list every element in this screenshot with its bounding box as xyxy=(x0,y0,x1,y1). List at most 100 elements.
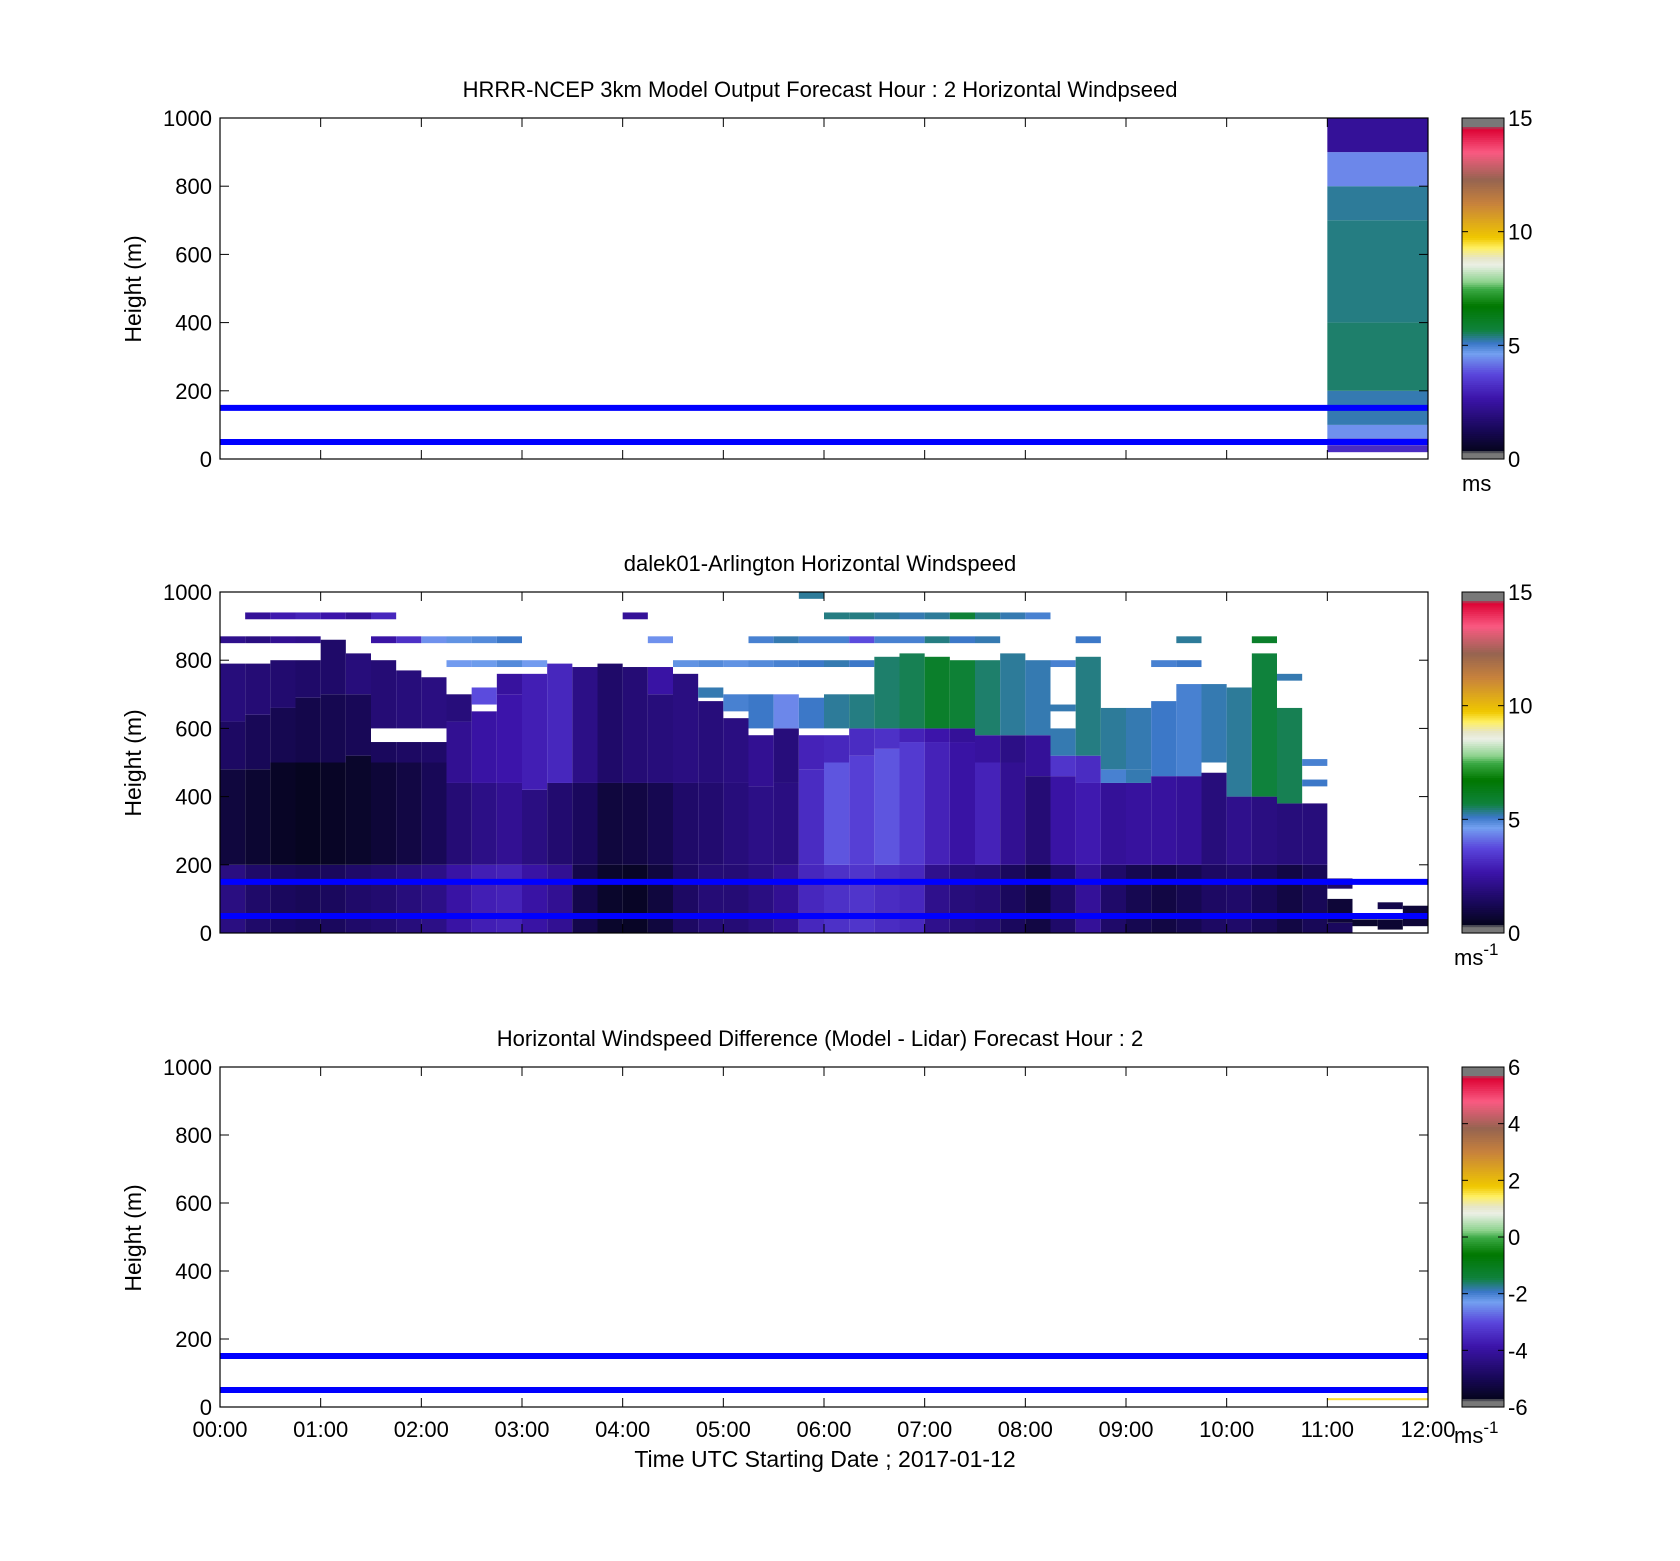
colorbar-segment xyxy=(1462,1211,1504,1215)
heatmap-cell xyxy=(496,636,522,644)
colorbar-segment xyxy=(1462,243,1504,247)
colorbar-segment xyxy=(1462,384,1504,388)
colorbar-segment xyxy=(1462,847,1504,851)
colorbar-segment xyxy=(1462,913,1504,917)
heatmap-cell xyxy=(647,864,673,933)
heatmap-cell xyxy=(622,667,648,783)
colorbar-segment xyxy=(1462,1179,1504,1183)
heatmap-cell xyxy=(1151,660,1177,668)
colorbar-segment xyxy=(1462,269,1504,273)
colorbar-segment xyxy=(1462,890,1504,894)
y-tick-label: 1000 xyxy=(163,1055,212,1080)
colorbar-segment xyxy=(1462,685,1504,689)
heatmap-cell xyxy=(1302,759,1328,766)
colorbar-segment xyxy=(1462,1266,1504,1270)
colorbar-segment xyxy=(1462,800,1504,804)
colorbar-segment xyxy=(1462,1135,1504,1138)
heatmap-cell xyxy=(345,755,371,865)
heatmap-cell xyxy=(245,864,271,933)
colorbar-segment xyxy=(1462,1249,1504,1253)
colorbar-segment xyxy=(1462,615,1504,619)
colorbar-segment xyxy=(1462,1262,1504,1266)
heatmap-cell xyxy=(849,728,875,756)
colorbar-segment xyxy=(1462,1396,1504,1400)
colorbar-segment xyxy=(1462,1334,1504,1338)
heatmap-cell xyxy=(547,782,573,865)
heatmap-cell xyxy=(673,864,699,933)
colorbar-segment xyxy=(1462,623,1504,627)
heatmap-cell xyxy=(522,673,548,790)
colorbar-segment xyxy=(1462,1377,1504,1380)
colorbar-segment xyxy=(1462,1290,1504,1293)
heatmap-cell xyxy=(270,707,296,763)
colorbar-segment xyxy=(1462,751,1504,755)
colorbar-segment xyxy=(1462,602,1504,606)
colorbar-segment xyxy=(1462,1069,1504,1072)
heatmap-cell xyxy=(723,694,749,712)
colorbar-segment xyxy=(1462,1215,1504,1219)
heatmap-cell xyxy=(949,728,975,743)
colorbar-segment xyxy=(1462,1158,1504,1162)
heatmap-cell xyxy=(1201,684,1227,763)
colorbar-segment xyxy=(1462,930,1504,934)
colorbar-segment xyxy=(1462,1362,1504,1366)
colorbar-segment xyxy=(1462,826,1504,830)
colorbar-segment xyxy=(1462,241,1504,245)
colorbar-segment xyxy=(1462,613,1504,617)
heatmap-cell xyxy=(371,762,397,865)
colorbar-segment xyxy=(1462,1224,1504,1227)
colorbar-segment xyxy=(1462,1360,1504,1363)
colorbar-segment xyxy=(1462,154,1504,157)
colorbar-segment xyxy=(1462,152,1504,155)
y-tick-label: 800 xyxy=(175,174,212,199)
heatmap-cell xyxy=(647,694,673,783)
x-tick-label: 02:00 xyxy=(394,1417,449,1442)
colorbar-segment xyxy=(1462,1234,1504,1238)
colorbar-segment xyxy=(1462,1311,1504,1315)
colorbar-segment xyxy=(1462,224,1504,228)
colorbar-segment xyxy=(1462,905,1504,909)
x-tick-label: 06:00 xyxy=(796,1417,851,1442)
colorbar-segment xyxy=(1462,267,1504,270)
colorbar-segment xyxy=(1462,1149,1504,1153)
colorbar-segment xyxy=(1462,1092,1504,1096)
chart-title: HRRR-NCEP 3km Model Output Forecast Hour… xyxy=(463,77,1178,102)
colorbar-segment xyxy=(1462,858,1504,862)
colorbar-frame xyxy=(1461,117,1505,460)
colorbar-segment xyxy=(1462,169,1504,172)
colorbar-segment xyxy=(1462,1128,1504,1132)
colorbar-segment xyxy=(1462,677,1504,680)
colorbar-segment xyxy=(1462,335,1504,339)
heatmap-cell xyxy=(421,677,447,729)
y-tick-label: 600 xyxy=(175,242,212,267)
colorbar-segment xyxy=(1462,1152,1504,1155)
colorbar-segment xyxy=(1462,813,1504,817)
colorbar-segment xyxy=(1462,1141,1504,1145)
colorbar-segment xyxy=(1462,694,1504,698)
colorbar-segment xyxy=(1462,196,1504,200)
colorbar-segment xyxy=(1462,1220,1504,1223)
colorbar-segment xyxy=(1462,230,1504,234)
colorbar-segment xyxy=(1462,741,1504,744)
colorbar-segment xyxy=(1462,431,1504,435)
heatmap-cell xyxy=(496,864,522,933)
heatmap-cell xyxy=(597,864,623,933)
colorbar-segment xyxy=(1462,1366,1504,1370)
colorbar-segment xyxy=(1462,452,1504,456)
chart-title: Horizontal Windspeed Difference (Model -… xyxy=(497,1026,1143,1051)
colorbar-segment xyxy=(1462,1256,1504,1259)
colorbar-segment xyxy=(1462,817,1504,821)
y-axis-label: Height (m) xyxy=(120,1184,146,1291)
colorbar-segment xyxy=(1462,854,1504,857)
colorbar-segment xyxy=(1462,704,1504,708)
colorbar-segment xyxy=(1462,709,1504,712)
heatmap-cell xyxy=(698,782,724,865)
heatmap-cell xyxy=(924,656,950,729)
colorbar-tick-label: 2 xyxy=(1508,1168,1520,1193)
colorbar-segment xyxy=(1462,418,1504,422)
heatmap-cell xyxy=(295,660,321,698)
colorbar-segment xyxy=(1462,220,1504,224)
x-tick-label: 04:00 xyxy=(595,1417,650,1442)
heatmap-cell xyxy=(773,660,799,668)
colorbar-segment xyxy=(1462,715,1504,719)
